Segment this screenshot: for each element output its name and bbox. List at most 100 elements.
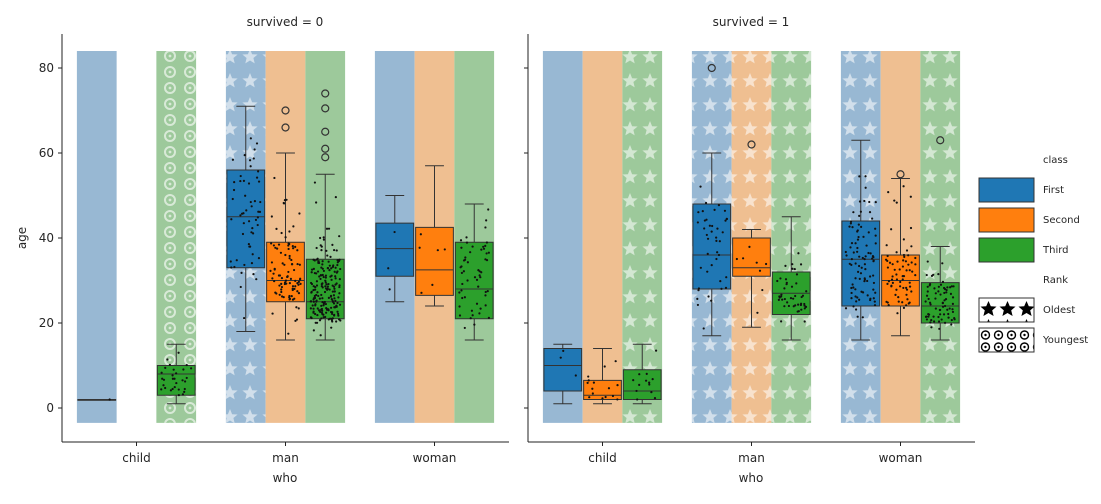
strip-point — [784, 264, 787, 267]
strip-point — [250, 205, 253, 208]
strip-point — [284, 253, 287, 257]
strip-point — [295, 318, 299, 321]
strip-point — [253, 148, 256, 151]
strip-point — [314, 303, 317, 306]
strip-point — [331, 243, 334, 246]
strip-point — [240, 212, 244, 215]
strip-point — [288, 281, 291, 285]
strip-point — [171, 377, 174, 380]
strip-point — [850, 263, 853, 266]
strip-point — [185, 376, 188, 380]
outlier-point — [321, 127, 330, 136]
strip-point — [319, 277, 322, 281]
strip-point — [907, 254, 910, 257]
strip-point — [279, 251, 283, 254]
strip-point — [869, 252, 872, 255]
strip-point — [269, 269, 272, 272]
strip-point — [858, 175, 861, 178]
strip-point — [460, 246, 463, 249]
strip-point — [235, 259, 238, 262]
strip-point — [309, 307, 312, 310]
y-tick-label: 40 — [39, 231, 54, 245]
strip-point — [334, 275, 337, 278]
strip-point — [280, 295, 284, 298]
strip-point — [947, 312, 950, 316]
strip-point — [901, 278, 904, 281]
strip-point — [335, 320, 338, 323]
strip-point — [315, 201, 318, 204]
strip-point — [160, 388, 163, 391]
strip-point — [294, 285, 297, 288]
strip-point — [337, 314, 340, 317]
strip-point — [864, 255, 867, 258]
strip-point — [874, 242, 877, 245]
strip-point — [327, 227, 331, 230]
box-child-third — [156, 365, 196, 396]
strip-point — [182, 368, 185, 371]
strip-point — [780, 295, 783, 298]
strip-point — [317, 260, 320, 263]
strip-point — [863, 263, 866, 266]
strip-point — [277, 243, 281, 246]
strip-point — [906, 298, 909, 301]
strip-point — [253, 200, 257, 203]
strip-point — [288, 230, 291, 233]
strip-point — [717, 204, 721, 207]
box-man-second — [732, 237, 771, 277]
strip-point — [938, 308, 941, 312]
outlier-point — [896, 170, 905, 179]
strip-point — [230, 266, 233, 269]
strip-point — [941, 280, 945, 283]
strip-point — [465, 241, 469, 244]
strip-point — [319, 310, 322, 314]
strip-point — [874, 291, 877, 294]
strip-point — [852, 305, 855, 308]
strip-point — [232, 188, 236, 192]
strip-point — [632, 379, 635, 382]
strip-point — [945, 291, 948, 294]
strip-point — [287, 332, 290, 335]
strip-point — [928, 301, 932, 304]
strip-point — [290, 295, 293, 298]
y-tick-label: 0 — [46, 401, 54, 415]
strip-point — [930, 326, 933, 329]
strip-point — [803, 304, 806, 307]
strip-point — [190, 367, 193, 370]
strip-point — [464, 256, 467, 259]
strip-point — [937, 290, 940, 293]
strip-point — [938, 327, 941, 330]
strip-point — [863, 258, 866, 261]
strip-point — [861, 316, 864, 319]
strip-point — [764, 262, 768, 266]
strip-point — [723, 209, 727, 212]
strip-point — [312, 300, 315, 303]
strip-point — [250, 231, 253, 234]
strip-point — [462, 270, 465, 273]
outlier-point — [936, 136, 945, 145]
strip-point — [326, 254, 329, 257]
strip-point — [292, 225, 295, 228]
strip-point — [869, 298, 872, 302]
strip-point — [185, 363, 188, 367]
strip-point — [638, 373, 641, 376]
legend: class First Second Third Rank Oldest You… — [978, 155, 1088, 353]
strip-point — [177, 388, 180, 391]
strip-point — [463, 258, 467, 261]
strip-point — [725, 276, 728, 279]
strip-point — [949, 292, 953, 296]
strip-point — [939, 283, 943, 286]
box-woman-first — [841, 220, 881, 307]
strip-point — [719, 280, 722, 283]
strip-point — [910, 245, 913, 248]
strip-point — [716, 251, 719, 254]
strip-point — [333, 290, 336, 293]
strip-point — [335, 282, 338, 285]
strip-point — [273, 176, 276, 180]
strip-point — [868, 211, 872, 214]
strip-point — [927, 297, 930, 301]
strip-point — [871, 217, 874, 220]
strip-point — [797, 303, 800, 306]
strip-point — [943, 321, 947, 324]
strip-point — [460, 271, 464, 275]
